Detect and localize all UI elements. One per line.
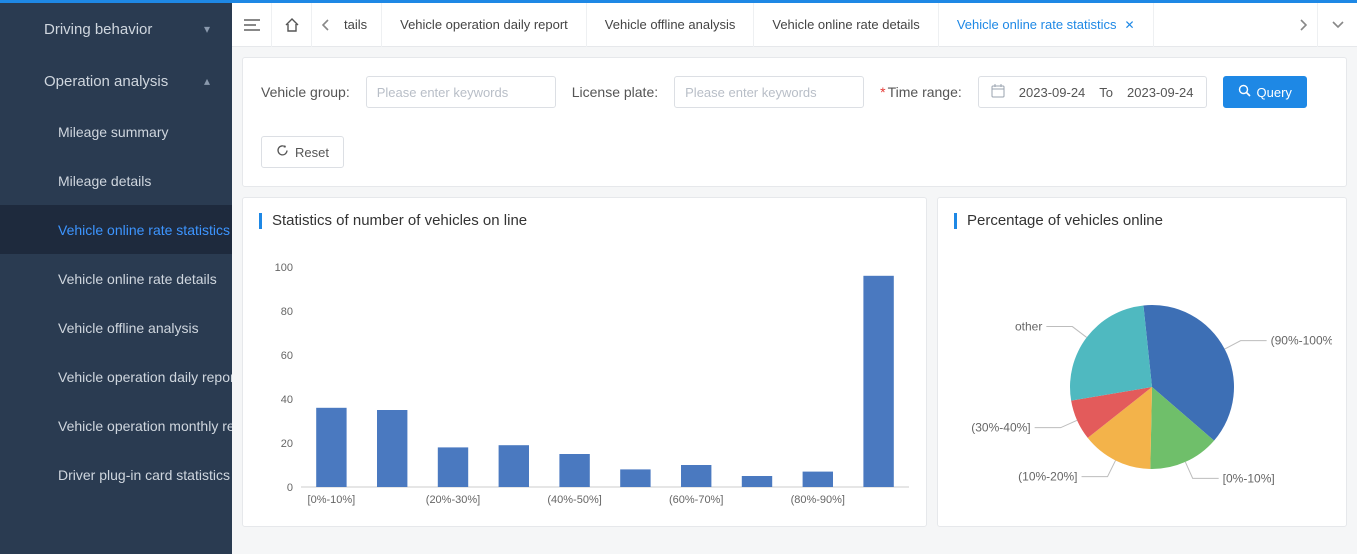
svg-text:(30%-40%]: (30%-40%] — [971, 421, 1030, 435]
query-button-label: Query — [1257, 85, 1292, 100]
title-accent-bar — [954, 213, 957, 229]
sidebar-item-vehicle-online-rate-details[interactable]: Vehicle online rate details — [0, 254, 232, 303]
pie-chart: (90%-100%] [0%-10%] (10%-20%] (30%-40%] othe… — [954, 237, 1332, 517]
time-range-picker[interactable]: 2023-09-24 To 2023-09-24 — [978, 76, 1207, 108]
date-to-word: To — [1099, 85, 1113, 100]
svg-text:0: 0 — [287, 482, 293, 494]
tab-bar: tails Vehicle operation daily report Veh… — [232, 3, 1357, 47]
pie-chart-title: Percentage of vehicles online — [967, 212, 1163, 229]
svg-text:(10%-20%]: (10%-20%] — [1018, 470, 1077, 484]
tab-vehicle-offline-analysis[interactable]: Vehicle offline analysis — [587, 3, 755, 47]
license-plate-label: License plate: — [572, 84, 658, 100]
sidebar-group-label: Driving behavior — [44, 21, 152, 38]
svg-text:[0%-10%]: [0%-10%] — [1223, 471, 1275, 485]
search-icon — [1238, 84, 1251, 100]
tab-label: tails — [344, 17, 367, 32]
tab-truncated[interactable]: tails — [340, 3, 382, 47]
reset-button-label: Reset — [295, 145, 329, 160]
filter-panel: Vehicle group: License plate: *Time rang… — [242, 57, 1347, 187]
vehicle-group-label: Vehicle group: — [261, 84, 350, 100]
sidebar-group-label: Operation analysis — [44, 73, 168, 90]
sidebar-item-vehicle-offline-analysis[interactable]: Vehicle offline analysis — [0, 303, 232, 352]
sidebar-item-vehicle-operation-monthly-report[interactable]: Vehicle operation monthly report — [0, 401, 232, 450]
sidebar: Driving behavior ▾ Operation analysis ▴ … — [0, 3, 232, 554]
refresh-icon — [276, 144, 289, 160]
sidebar-item-vehicle-operation-daily-report[interactable]: Vehicle operation daily report — [0, 352, 232, 401]
sidebar-item-mileage-summary[interactable]: Mileage summary — [0, 107, 232, 156]
sidebar-item-driver-plugin-card-statistics[interactable]: Driver plug-in card statistics — [0, 450, 232, 499]
tab-label: Vehicle online rate statistics — [957, 17, 1117, 32]
svg-text:100: 100 — [275, 262, 293, 274]
menu-collapse-icon[interactable] — [232, 3, 272, 47]
sidebar-group-driving[interactable]: Driving behavior ▾ — [0, 3, 232, 55]
date-to: 2023-09-24 — [1127, 85, 1194, 100]
calendar-icon — [991, 84, 1005, 101]
title-accent-bar — [259, 213, 262, 229]
sidebar-group-operation[interactable]: Operation analysis ▴ — [0, 55, 232, 107]
tab-scroll-left[interactable] — [312, 3, 340, 47]
tab-label: Vehicle operation daily report — [400, 17, 568, 32]
pie-chart-panel: Percentage of vehicles online (90%-100%]… — [937, 197, 1347, 527]
svg-text:(40%-50%]: (40%-50%] — [547, 494, 601, 506]
sidebar-item-mileage-details[interactable]: Mileage details — [0, 156, 232, 205]
chevron-down-icon: ▾ — [204, 22, 210, 36]
tab-vehicle-operation-daily-report[interactable]: Vehicle operation daily report — [382, 3, 587, 47]
tab-label: Vehicle offline analysis — [605, 17, 736, 32]
reset-button[interactable]: Reset — [261, 136, 344, 168]
svg-text:[0%-10%]: [0%-10%] — [308, 494, 356, 506]
tab-scroll-right[interactable] — [1289, 3, 1317, 47]
svg-text:other: other — [1015, 320, 1042, 334]
home-icon[interactable] — [272, 3, 312, 47]
tab-menu-dropdown[interactable] — [1317, 3, 1357, 47]
svg-text:80: 80 — [281, 306, 293, 318]
close-icon[interactable]: ✕ — [1125, 18, 1135, 32]
svg-text:20: 20 — [281, 438, 293, 450]
svg-text:40: 40 — [281, 394, 293, 406]
license-plate-input[interactable] — [674, 76, 864, 108]
tab-vehicle-online-rate-statistics[interactable]: Vehicle online rate statistics ✕ — [939, 3, 1154, 47]
vehicle-group-input[interactable] — [366, 76, 556, 108]
query-button[interactable]: Query — [1223, 76, 1307, 108]
svg-text:60: 60 — [281, 350, 293, 362]
date-from: 2023-09-24 — [1019, 85, 1086, 100]
sidebar-item-vehicle-online-rate-statistics[interactable]: Vehicle online rate statistics — [0, 205, 232, 254]
svg-text:(60%-70%]: (60%-70%] — [669, 494, 723, 506]
svg-text:(20%-30%]: (20%-30%] — [426, 494, 480, 506]
bar-chart: 0 20 40 60 80 100 [0%-10%] (20%-30%] (40%-50%] (6… — [259, 237, 919, 517]
time-range-label: *Time range: — [880, 84, 962, 100]
chevron-up-icon: ▴ — [204, 74, 210, 88]
tab-vehicle-online-rate-details[interactable]: Vehicle online rate details — [754, 3, 938, 47]
svg-text:(80%-90%]: (80%-90%] — [791, 494, 845, 506]
tab-label: Vehicle online rate details — [772, 17, 919, 32]
svg-text:(90%-100%]: (90%-100%] — [1271, 334, 1332, 348]
bar-chart-panel: Statistics of number of vehicles on line… — [242, 197, 927, 527]
bar-chart-title: Statistics of number of vehicles on line — [272, 212, 527, 229]
